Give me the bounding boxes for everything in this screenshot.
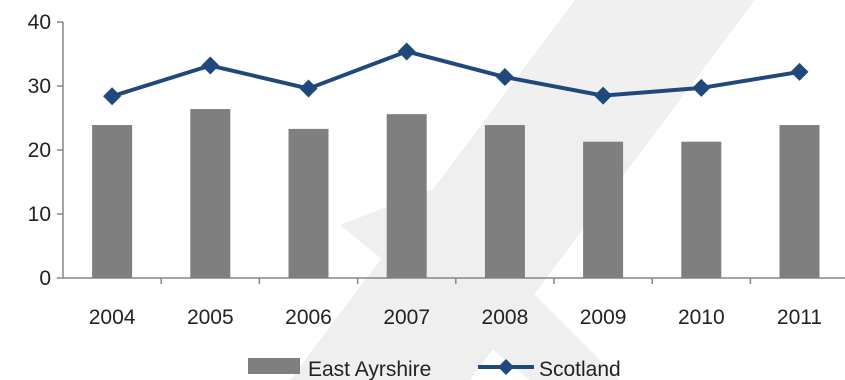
x-tick-label: 2005 xyxy=(187,306,234,329)
x-tick-label: 2009 xyxy=(580,306,627,329)
y-tick-label: 30 xyxy=(28,75,51,98)
line-point xyxy=(790,62,809,81)
bar xyxy=(386,114,427,278)
bar xyxy=(288,128,329,278)
y-tick-label: 0 xyxy=(39,267,51,290)
x-tick-label: 2006 xyxy=(285,306,332,329)
bar xyxy=(583,141,624,278)
x-tick-label: 2008 xyxy=(482,306,529,329)
x-tick-label: 2007 xyxy=(383,306,430,329)
line-point xyxy=(201,56,220,75)
line-point xyxy=(397,42,416,61)
y-tick-label: 20 xyxy=(28,139,51,162)
bar xyxy=(779,125,820,278)
bar xyxy=(681,141,722,278)
bar xyxy=(92,125,133,278)
y-tick-label: 40 xyxy=(28,11,51,34)
y-tick-label: 10 xyxy=(28,203,51,226)
line-point xyxy=(495,68,514,87)
bar xyxy=(484,125,525,278)
x-tick-label: 2010 xyxy=(678,306,725,329)
line-point xyxy=(299,79,318,98)
line-series xyxy=(103,42,809,106)
legend-marker-scotland xyxy=(498,359,514,375)
line-point xyxy=(594,86,613,105)
bar-series xyxy=(92,109,820,278)
series-line xyxy=(111,49,800,99)
legend-label-east-ayrshire: East Ayrshire xyxy=(308,358,431,380)
x-tick-label: 2011 xyxy=(777,306,822,329)
tick-labels: 0 10 20 30 40 2004 2005 2006 2007 2008 2009 2010 201… xyxy=(28,11,822,329)
legend-label-scotland: Scotland xyxy=(539,358,621,380)
legend-swatch-east-ayrshire xyxy=(248,358,300,374)
x-tick-label: 2004 xyxy=(89,306,136,329)
bar xyxy=(190,109,231,278)
line-point xyxy=(103,87,122,106)
line-point xyxy=(692,78,711,97)
legend: East Ayrshire Scotland xyxy=(248,358,621,380)
